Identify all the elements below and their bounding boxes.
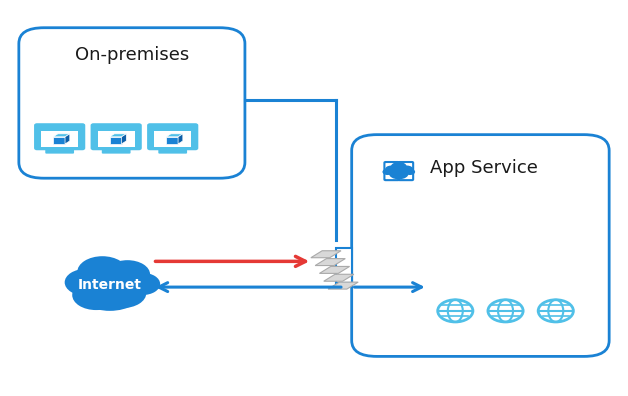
Circle shape [72, 280, 120, 310]
FancyBboxPatch shape [352, 135, 609, 356]
Polygon shape [320, 267, 350, 273]
Text: Internet: Internet [78, 278, 142, 292]
FancyBboxPatch shape [19, 28, 245, 178]
Polygon shape [166, 137, 178, 144]
Circle shape [77, 256, 127, 288]
Text: App Service: App Service [430, 159, 538, 177]
Circle shape [105, 260, 150, 289]
Polygon shape [171, 148, 175, 151]
FancyBboxPatch shape [399, 162, 413, 171]
Polygon shape [311, 251, 341, 258]
Polygon shape [110, 134, 126, 137]
Polygon shape [65, 134, 70, 144]
FancyBboxPatch shape [102, 149, 131, 154]
FancyBboxPatch shape [154, 131, 192, 147]
FancyBboxPatch shape [336, 248, 352, 283]
Polygon shape [328, 282, 358, 289]
FancyBboxPatch shape [384, 162, 399, 171]
Circle shape [382, 169, 392, 175]
Circle shape [391, 162, 407, 172]
Circle shape [401, 166, 413, 173]
FancyBboxPatch shape [97, 131, 135, 147]
Text: On-premises: On-premises [75, 46, 189, 65]
Polygon shape [53, 137, 65, 144]
Polygon shape [58, 148, 62, 151]
FancyBboxPatch shape [158, 149, 187, 154]
FancyBboxPatch shape [399, 171, 413, 180]
Circle shape [389, 167, 409, 179]
Polygon shape [53, 134, 70, 137]
Polygon shape [110, 137, 122, 144]
Polygon shape [315, 259, 345, 266]
Circle shape [385, 166, 398, 173]
Polygon shape [166, 134, 183, 137]
FancyBboxPatch shape [35, 124, 84, 149]
Circle shape [75, 267, 144, 311]
Circle shape [125, 273, 160, 295]
Polygon shape [178, 134, 183, 144]
FancyBboxPatch shape [41, 131, 78, 147]
FancyBboxPatch shape [384, 171, 399, 180]
Polygon shape [324, 274, 354, 281]
Circle shape [405, 169, 415, 175]
FancyBboxPatch shape [45, 149, 74, 154]
Polygon shape [114, 148, 118, 151]
Circle shape [99, 278, 146, 308]
Polygon shape [122, 134, 126, 144]
Circle shape [65, 269, 107, 296]
FancyBboxPatch shape [148, 124, 197, 149]
FancyBboxPatch shape [92, 124, 141, 149]
